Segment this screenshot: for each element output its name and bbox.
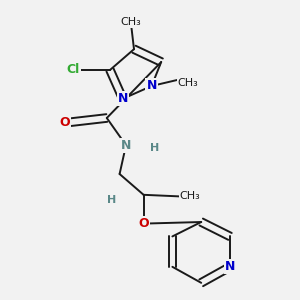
Text: CH₃: CH₃ (120, 17, 141, 27)
Text: N: N (225, 260, 235, 273)
Text: H: H (107, 195, 116, 205)
Text: CH₃: CH₃ (177, 78, 198, 88)
Text: N: N (146, 80, 157, 92)
Text: N: N (118, 92, 128, 105)
Text: H: H (150, 143, 159, 153)
Text: N: N (121, 139, 131, 152)
Text: O: O (60, 116, 70, 129)
Text: O: O (138, 217, 149, 230)
Text: CH₃: CH₃ (180, 191, 200, 201)
Text: Cl: Cl (67, 64, 80, 76)
